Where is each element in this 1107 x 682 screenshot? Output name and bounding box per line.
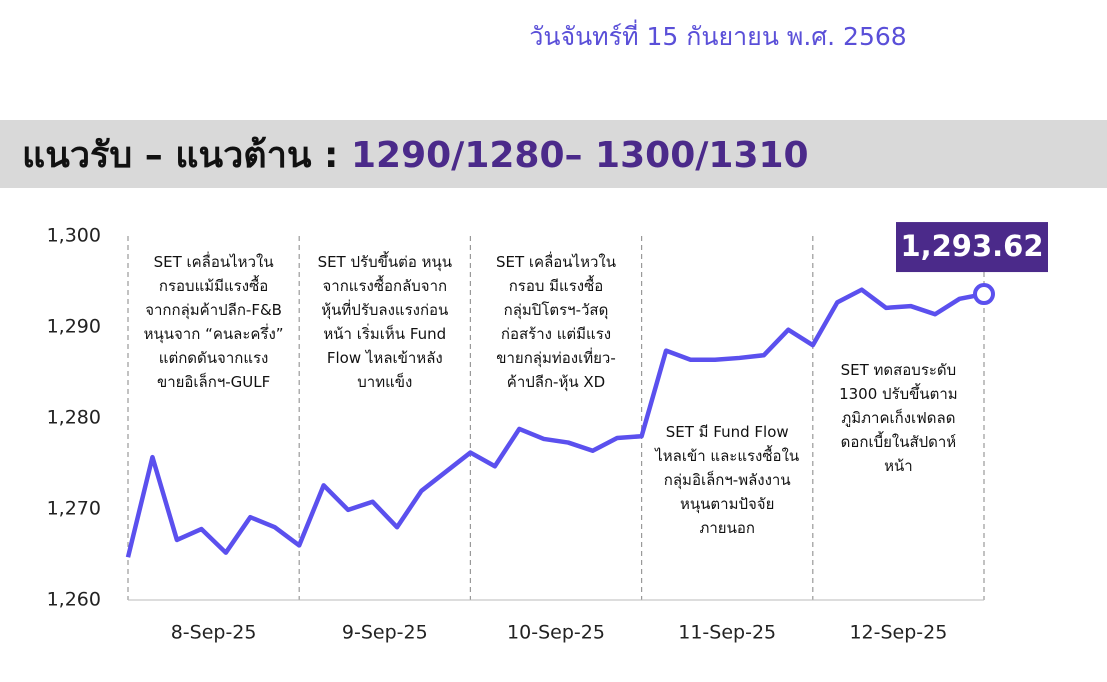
y-tick-label: 1,280 bbox=[47, 407, 101, 429]
annotation-line: ก่อสร้าง แต่มีแรง bbox=[501, 325, 611, 343]
annotation-line: ขายกลุ่มท่องเที่ยว- bbox=[496, 347, 616, 368]
annotation-line: SET ทดสอบระดับ bbox=[841, 361, 957, 379]
y-tick-label: 1,300 bbox=[47, 225, 101, 247]
annotation-line: Flow ไหลเข้าหลัง bbox=[327, 349, 443, 367]
annotation-line: จากแรงซื้อกลับจาก bbox=[322, 275, 447, 295]
x-tick-label: 9-Sep-25 bbox=[342, 622, 428, 644]
date: วันจันทร์ที่ 15 กันยายน พ.ศ. 2568 bbox=[529, 19, 906, 51]
annotation: SET มี Fund Flow ไหลเข้า และแรงซื้อในกลุ่… bbox=[654, 423, 799, 537]
annotation-line: กลุ่มปิโตรฯ-วัสดุ bbox=[504, 301, 609, 320]
annotation-line: กรอบแม้มีแรงซื้อ bbox=[159, 275, 268, 295]
annotation-line: กรอบ มีแรงซื้อ bbox=[509, 275, 604, 295]
heading-band bbox=[0, 120, 1107, 188]
x-tick-label: 8-Sep-25 bbox=[171, 622, 257, 644]
heading-text: แนวรับ – แนวต้าน : bbox=[22, 135, 351, 176]
annotation-line: ภูมิภาคเก็งเฟดลด bbox=[841, 408, 955, 427]
annotation-line: หนุนตามปัจจัย bbox=[680, 495, 774, 514]
value-label: 1,293.62 bbox=[900, 229, 1043, 263]
annotation-line: 1300 ปรับขึ้นตาม bbox=[839, 383, 958, 403]
value-label-box bbox=[896, 222, 1048, 273]
annotation-line: ดอกเบี้ยในสัปดาห์ bbox=[841, 431, 957, 451]
annotation: SET เคลื่อนไหวในกรอบ มีแรงซื้อกลุ่มปิโตร… bbox=[496, 251, 616, 392]
end-point bbox=[973, 283, 995, 306]
y-tick-label: 1,260 bbox=[47, 589, 101, 611]
annotation-line: ขายอิเล็กฯ-GULF bbox=[157, 372, 270, 391]
annotation-line: จากกลุ่มค้าปลีก-F&B bbox=[145, 301, 282, 320]
x-tick-label: 10-Sep-25 bbox=[507, 622, 605, 644]
x-tick-label: 12-Sep-25 bbox=[849, 622, 947, 644]
annotation-line: SET เคลื่อนไหวใน bbox=[496, 251, 616, 271]
x-tick-label: 11-Sep-25 bbox=[678, 622, 776, 644]
annotation: SET เคลื่อนไหวในกรอบแม้มีแรงซื้อจากกลุ่ม… bbox=[144, 251, 284, 391]
annotation: SET ทดสอบระดับ 1300 ปรับขึ้นตามภูมิภาคเก็… bbox=[839, 361, 958, 475]
annotation-line: SET มี Fund Flow bbox=[666, 423, 789, 441]
annotation-line: หน้า เริ่มเห็น Fund bbox=[323, 323, 446, 343]
annotation-line: แต่กดดันจากแรง bbox=[159, 349, 269, 367]
annotation-line: หน้า bbox=[884, 457, 913, 475]
annotation-line: บาทแข็ง bbox=[357, 372, 412, 391]
heading-levels: 1290/1280– 1300/1310 bbox=[351, 135, 809, 176]
line bbox=[125, 287, 985, 558]
heading: แนวรับ – แนวต้าน : 1290/1280– 1300/1310 bbox=[22, 135, 809, 176]
annotation-line: SET เคลื่อนไหวใน bbox=[154, 251, 274, 271]
annotation-line: ภายนอก bbox=[699, 519, 754, 537]
annotation-line: SET ปรับขึ้นต่อ หนุน bbox=[318, 251, 452, 272]
annotation: SET ปรับขึ้นต่อ หนุนจากแรงซื้อกลับจากหุ้… bbox=[318, 251, 452, 391]
annotation-line: หนุนจาก “คนละครึ่ง” bbox=[144, 323, 284, 344]
annotation-line: กลุ่มอิเล็กฯ-พลังงาน bbox=[664, 470, 791, 490]
y-tick-label: 1,290 bbox=[47, 316, 101, 338]
y-tick-label: 1,270 bbox=[47, 498, 101, 520]
annotation-line: ค้าปลีก-หุ้น XD bbox=[507, 373, 605, 392]
annotation-line: ไหลเข้า และแรงซื้อใน bbox=[654, 445, 799, 465]
annotation-line: หุ้นที่ปรับลงแรงก่อน bbox=[321, 299, 448, 320]
